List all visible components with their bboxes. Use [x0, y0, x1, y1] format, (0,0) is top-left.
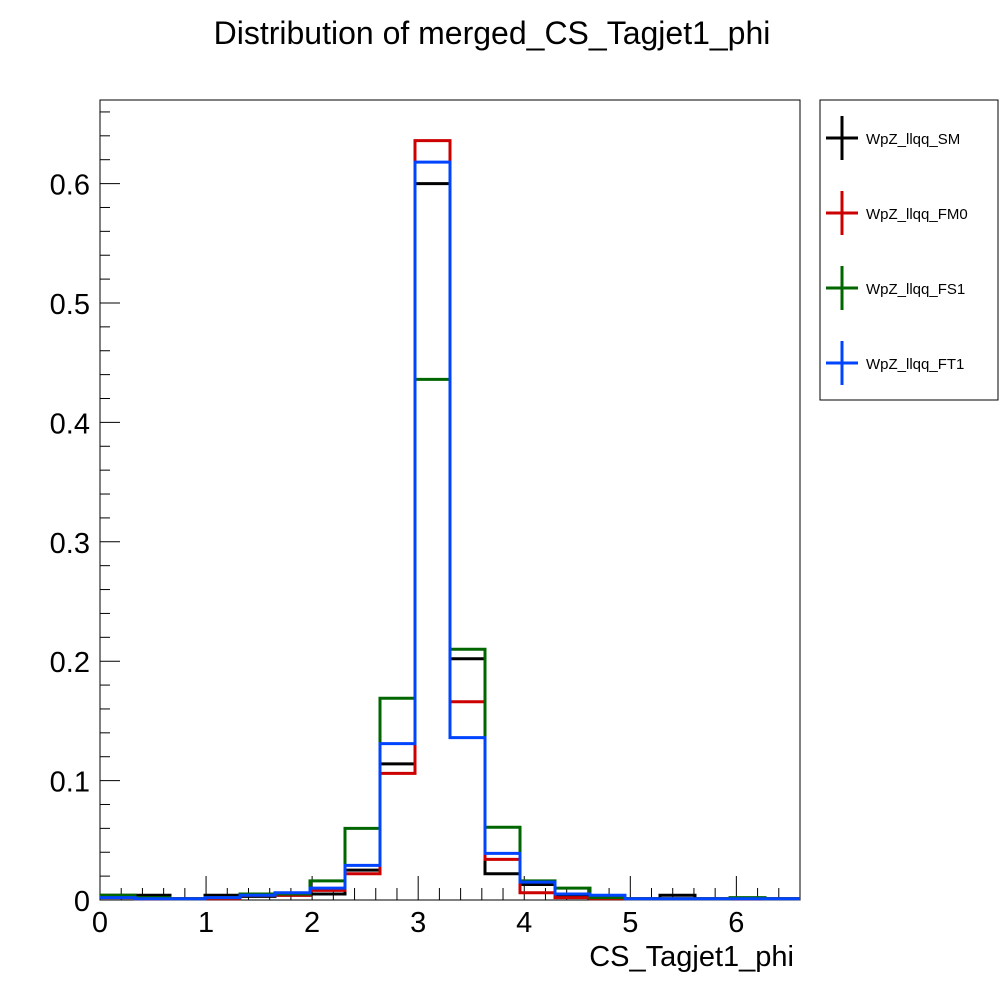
series-line-WpZ_llqq_FT1 [100, 160, 800, 901]
x-tick-label: 2 [304, 907, 320, 939]
legend-label: WpZ_llqq_SM [866, 131, 960, 148]
plot-frame [99, 99, 801, 901]
legend-label: WpZ_llqq_FS1 [866, 281, 965, 298]
y-tick-label: 0 [74, 886, 90, 918]
y-tick-label: 0.2 [50, 647, 90, 679]
x-tick-label: 4 [516, 907, 532, 939]
legend-box [819, 99, 999, 401]
y-tick-label: 0.1 [50, 767, 90, 799]
chart-title: Distribution of merged_CS_Tagjet1_phi [214, 15, 771, 51]
y-tick-label: 0.5 [50, 289, 90, 321]
y-tick-label: 0.3 [50, 528, 90, 560]
legend-label: WpZ_llqq_FT1 [866, 356, 964, 373]
series-layer [100, 139, 800, 901]
x-tick-label: 6 [728, 907, 744, 939]
y-axis-ticks: 0 0.1 0.2 0.3 0.4 0.5 0.6 [50, 170, 120, 918]
x-axis-ticks: 0 1 2 3 4 5 6 [92, 876, 744, 939]
y-tick-label: 0.4 [50, 408, 90, 440]
x-tick-label: 0 [92, 907, 108, 939]
y-minor-ticks [100, 111, 110, 877]
legend-label: WpZ_llqq_FM0 [866, 206, 968, 223]
x-axis-label: CS_Tagjet1_phi [589, 941, 794, 973]
x-tick-label: 3 [410, 907, 426, 939]
legend: WpZ_llqq_SM WpZ_llqq_FM0 WpZ_llqq_FS1 WpZ_l… [819, 99, 999, 401]
x-tick-label: 5 [622, 907, 638, 939]
x-tick-label: 1 [198, 907, 214, 939]
y-tick-label: 0.6 [50, 170, 90, 202]
